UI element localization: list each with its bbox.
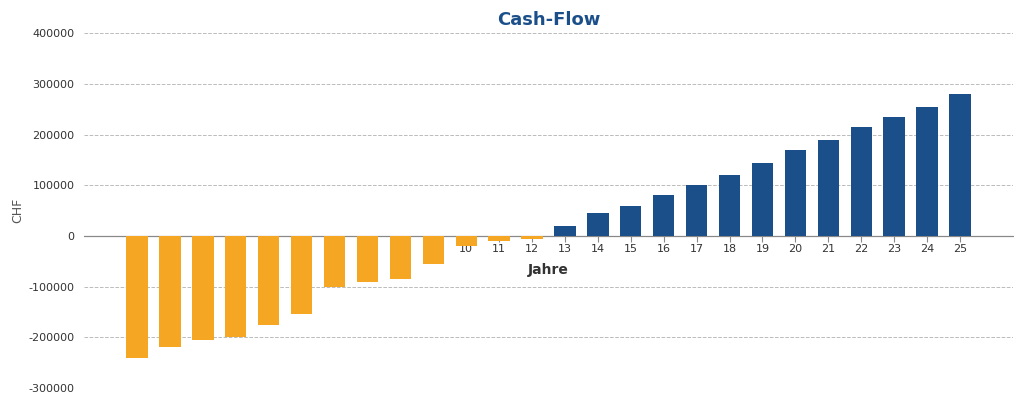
Bar — [752, 162, 773, 236]
Bar — [258, 236, 280, 324]
Bar — [456, 236, 477, 246]
X-axis label: Jahre: Jahre — [528, 263, 569, 277]
Bar — [488, 236, 510, 241]
Bar — [554, 226, 575, 236]
Title: Cash-Flow: Cash-Flow — [497, 11, 600, 29]
Bar — [784, 150, 806, 236]
Bar — [851, 127, 871, 236]
Bar — [949, 94, 971, 236]
Bar — [521, 236, 543, 239]
Bar — [916, 107, 938, 236]
Bar — [817, 140, 839, 236]
Bar — [423, 236, 444, 264]
Bar — [291, 236, 312, 314]
Bar — [686, 185, 708, 236]
Bar — [126, 236, 147, 358]
Bar — [160, 236, 180, 347]
Bar — [884, 117, 905, 236]
Y-axis label: CHF: CHF — [11, 198, 25, 223]
Bar — [390, 236, 411, 279]
Bar — [587, 213, 608, 236]
Bar — [653, 196, 675, 236]
Bar — [324, 236, 345, 287]
Bar — [719, 175, 740, 236]
Bar — [621, 206, 641, 236]
Bar — [193, 236, 214, 340]
Bar — [356, 236, 378, 281]
Bar — [225, 236, 247, 337]
